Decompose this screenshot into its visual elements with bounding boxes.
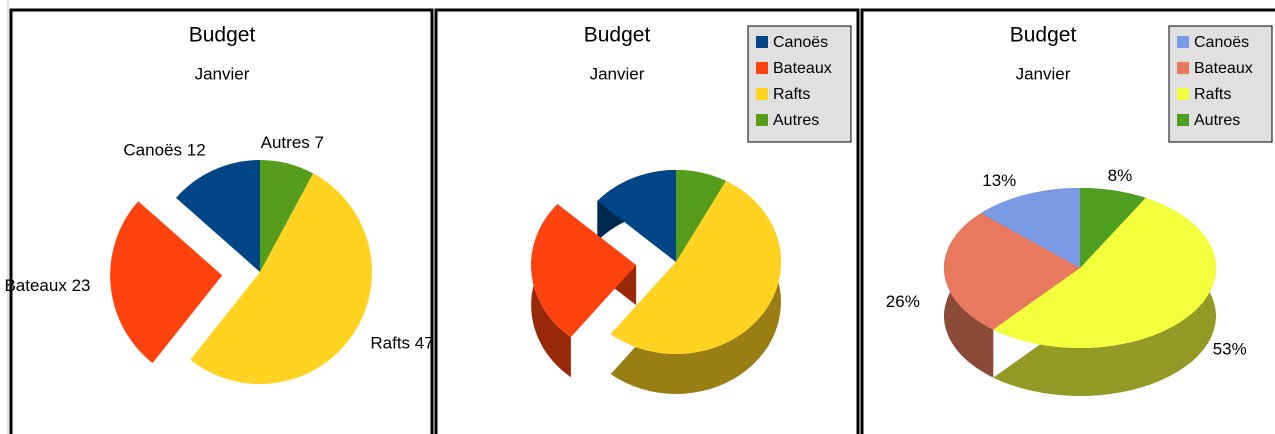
panel-frame [434, 8, 860, 434]
legend-label: Autres [773, 112, 819, 129]
label-category: Bateaux [4, 276, 67, 295]
pie-slice [993, 197, 1216, 348]
data-label: 53% [1213, 339, 1247, 358]
pie-slice [980, 188, 1080, 268]
pie-slice [610, 181, 781, 354]
legend-swatch [756, 114, 768, 126]
legend-swatch [1177, 62, 1189, 74]
chart-title: Budget [189, 24, 256, 47]
legend-swatch [1177, 114, 1189, 126]
pie-slice [676, 170, 726, 262]
pie-slice [944, 213, 1080, 330]
label-category: Rafts [370, 334, 410, 353]
data-label: Autres 7 [261, 133, 324, 152]
pie-slice [1080, 188, 1146, 268]
label-value: 47 [415, 334, 434, 353]
legend-swatch [756, 88, 768, 100]
legend-label: Bateaux [773, 60, 832, 77]
legend-label: Canoës [773, 34, 828, 51]
pie-slice [176, 160, 260, 272]
chart-subtitle: Janvier [1016, 64, 1071, 83]
label-category: Canoës [123, 141, 182, 160]
panel-frame [860, 8, 1275, 434]
legend-swatch [1177, 88, 1189, 100]
legend-label: Bateaux [1194, 60, 1253, 77]
label-value: 12 [187, 141, 206, 160]
legend-label: Autres [1194, 112, 1240, 129]
legend-label: Canoës [1194, 34, 1249, 51]
pie-slice [110, 201, 223, 364]
chart-title: Budget [584, 24, 651, 47]
chart-subtitle: Janvier [590, 64, 645, 83]
chart-title: Budget [1010, 24, 1077, 47]
chart-subtitle: Janvier [195, 64, 250, 83]
data-label: Rafts 47 [370, 334, 433, 353]
label-value: 7 [315, 133, 324, 152]
legend-label: Rafts [773, 86, 810, 103]
slice-side [610, 181, 781, 394]
data-label: 8% [1108, 166, 1133, 185]
data-label: 13% [982, 171, 1016, 190]
pie-slice [260, 160, 314, 272]
label-value: 23 [72, 276, 91, 295]
legend-swatch [756, 62, 768, 74]
data-label: Canoës 12 [123, 141, 205, 160]
pie-slice [597, 170, 676, 262]
pie-slice [531, 204, 637, 338]
legend-label: Rafts [1194, 86, 1231, 103]
legend-swatch [756, 36, 768, 48]
panel-frame [9, 8, 434, 434]
pie-slice [190, 173, 373, 385]
data-label: 26% [886, 292, 920, 311]
legend-swatch [1177, 36, 1189, 48]
data-label: Bateaux 23 [4, 276, 90, 295]
label-category: Autres [261, 133, 310, 152]
